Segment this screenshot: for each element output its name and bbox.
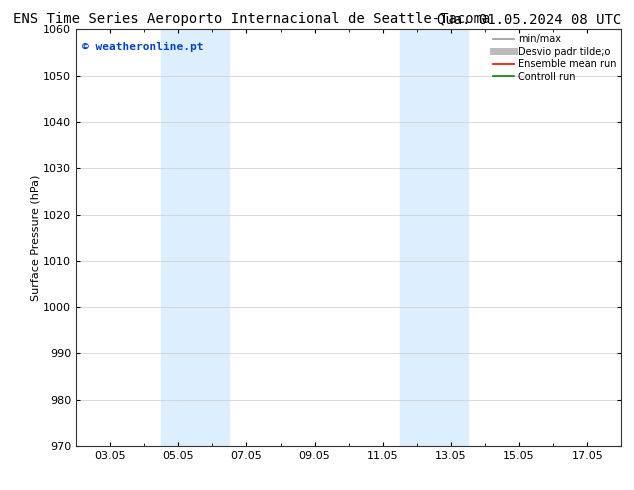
Text: Qua. 01.05.2024 08 UTC: Qua. 01.05.2024 08 UTC [437, 12, 621, 26]
Legend: min/max, Desvio padr tilde;o, Ensemble mean run, Controll run: min/max, Desvio padr tilde;o, Ensemble m… [491, 32, 618, 83]
Bar [400, 29, 468, 446]
Text: ENS Time Series Aeroporto Internacional de Seattle-Tacoma: ENS Time Series Aeroporto Internacional … [13, 12, 490, 26]
Text: © weatheronline.pt: © weatheronline.pt [82, 42, 203, 52]
Y-axis label: Surface Pressure (hPa): Surface Pressure (hPa) [30, 174, 41, 301]
Bar [161, 29, 230, 446]
